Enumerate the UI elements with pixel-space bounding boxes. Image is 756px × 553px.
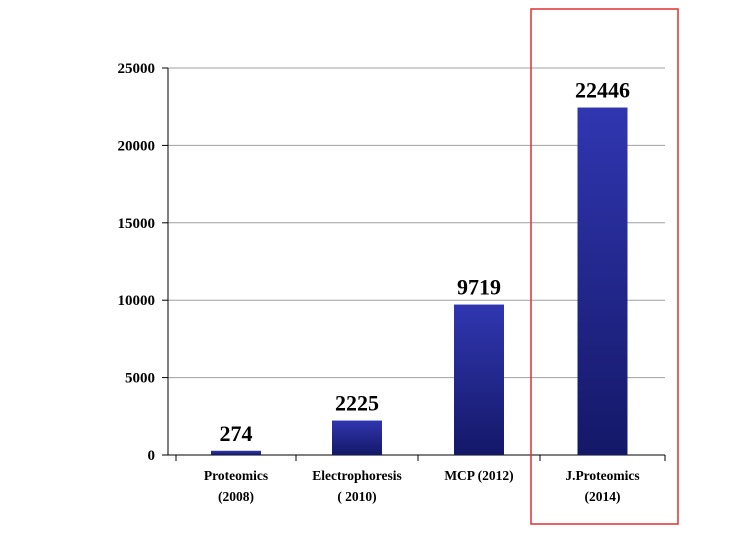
category-label-2-line-2: ( 2010): [337, 489, 376, 504]
category-label-2-line-1: Electrophoresis: [312, 468, 402, 483]
y-tick-label-15000: 15000: [118, 216, 156, 232]
category-labels: Proteomics (2008) Electrophoresis ( 2010) MC…: [204, 468, 640, 504]
y-tick-label-10000: 10000: [118, 293, 156, 309]
bars: [211, 107, 628, 455]
data-label-2: 2225: [335, 391, 379, 416]
bar-4: [577, 107, 628, 455]
category-label-4-line-2: (2014): [585, 489, 621, 504]
y-tick-label-20000: 20000: [118, 138, 156, 154]
highlight-box: [530, 8, 679, 525]
data-label-1: 274: [220, 421, 253, 446]
bar-1: [211, 450, 261, 455]
category-label-3-line-1: MCP (2012): [444, 468, 513, 483]
data-label-3: 9719: [457, 275, 501, 300]
category-label-1-line-2: (2008): [218, 489, 254, 504]
data-label-4: 22446: [575, 78, 630, 103]
y-tick-label-5000: 5000: [125, 371, 155, 387]
y-tick-label-25000: 25000: [118, 61, 156, 77]
bar-3: [454, 304, 504, 455]
category-label-1-line-1: Proteomics: [204, 468, 268, 483]
bar-2: [332, 420, 382, 455]
y-axis-ticks: 0 5000 10000 15000 20000 25000: [118, 61, 156, 464]
y-tick-label-0: 0: [148, 448, 156, 464]
data-labels: 274 2225 9719 22446: [220, 78, 631, 446]
category-label-4-line-1: J.Proteomics: [565, 468, 639, 483]
